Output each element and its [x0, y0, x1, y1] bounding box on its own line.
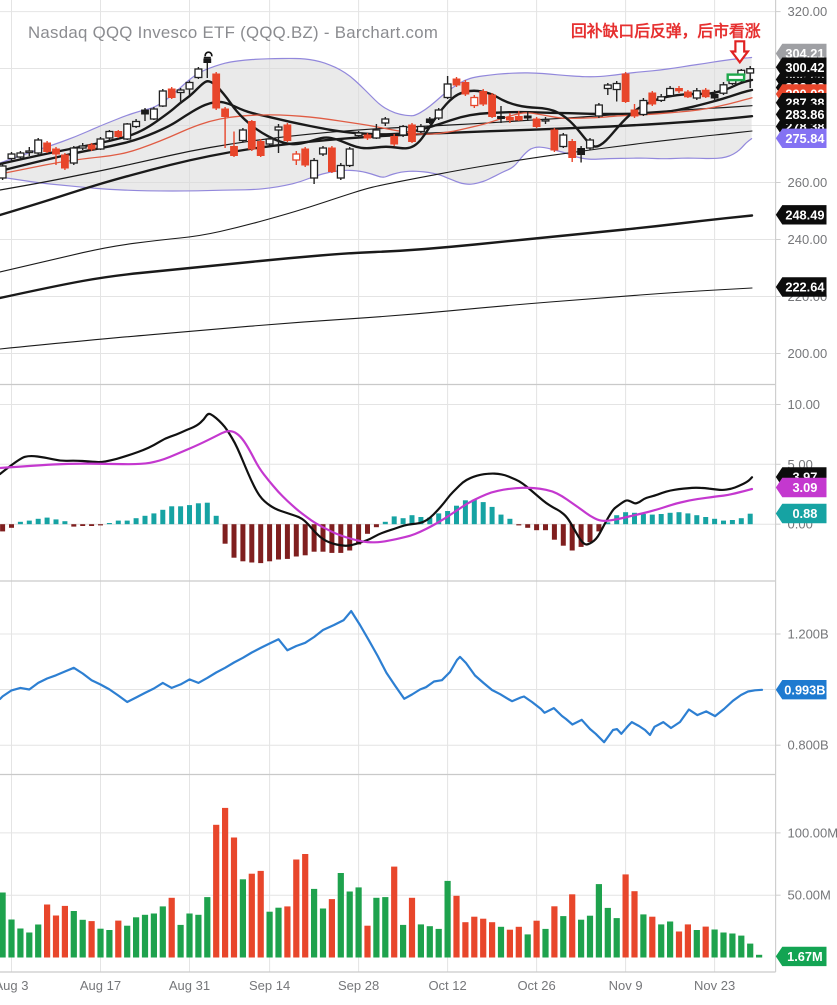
svg-text:222.64: 222.64: [785, 280, 825, 295]
svg-text:Sep 14: Sep 14: [249, 978, 290, 993]
svg-text:10.00: 10.00: [788, 397, 821, 412]
svg-text:Oct 12: Oct 12: [428, 978, 466, 993]
svg-text:Oct 26: Oct 26: [517, 978, 555, 993]
svg-text:Aug 3: Aug 3: [0, 978, 28, 993]
svg-text:1.200B: 1.200B: [788, 627, 829, 642]
svg-text:300.42: 300.42: [785, 60, 824, 75]
svg-text:Nov 9: Nov 9: [609, 978, 643, 993]
svg-text:50.00M: 50.00M: [788, 888, 831, 903]
svg-text:0.88: 0.88: [792, 506, 817, 521]
svg-text:Sep 28: Sep 28: [338, 978, 379, 993]
svg-text:0.800B: 0.800B: [788, 738, 829, 753]
svg-text:Nasdaq QQQ Invesco ETF (QQQ.BZ: Nasdaq QQQ Invesco ETF (QQQ.BZ) - Barcha…: [28, 23, 438, 42]
svg-text:Aug 31: Aug 31: [169, 978, 210, 993]
svg-text:回补缺口后反弹，后市看涨: 回补缺口后反弹，后市看涨: [571, 22, 761, 41]
svg-text:Aug 17: Aug 17: [80, 978, 121, 993]
svg-text:275.84: 275.84: [785, 131, 825, 146]
svg-text:200.00: 200.00: [788, 346, 828, 361]
svg-text:100.00M: 100.00M: [788, 825, 837, 840]
svg-text:248.49: 248.49: [785, 207, 824, 222]
svg-text:1.67M: 1.67M: [787, 949, 823, 964]
svg-text:0.993B: 0.993B: [784, 682, 825, 697]
svg-text:3.09: 3.09: [792, 480, 817, 495]
svg-text:240.00: 240.00: [788, 232, 828, 247]
svg-text:Nov 23: Nov 23: [694, 978, 735, 993]
svg-text:283.86: 283.86: [785, 107, 824, 122]
svg-text:320.00: 320.00: [788, 4, 828, 19]
svg-text:260.00: 260.00: [788, 175, 828, 190]
